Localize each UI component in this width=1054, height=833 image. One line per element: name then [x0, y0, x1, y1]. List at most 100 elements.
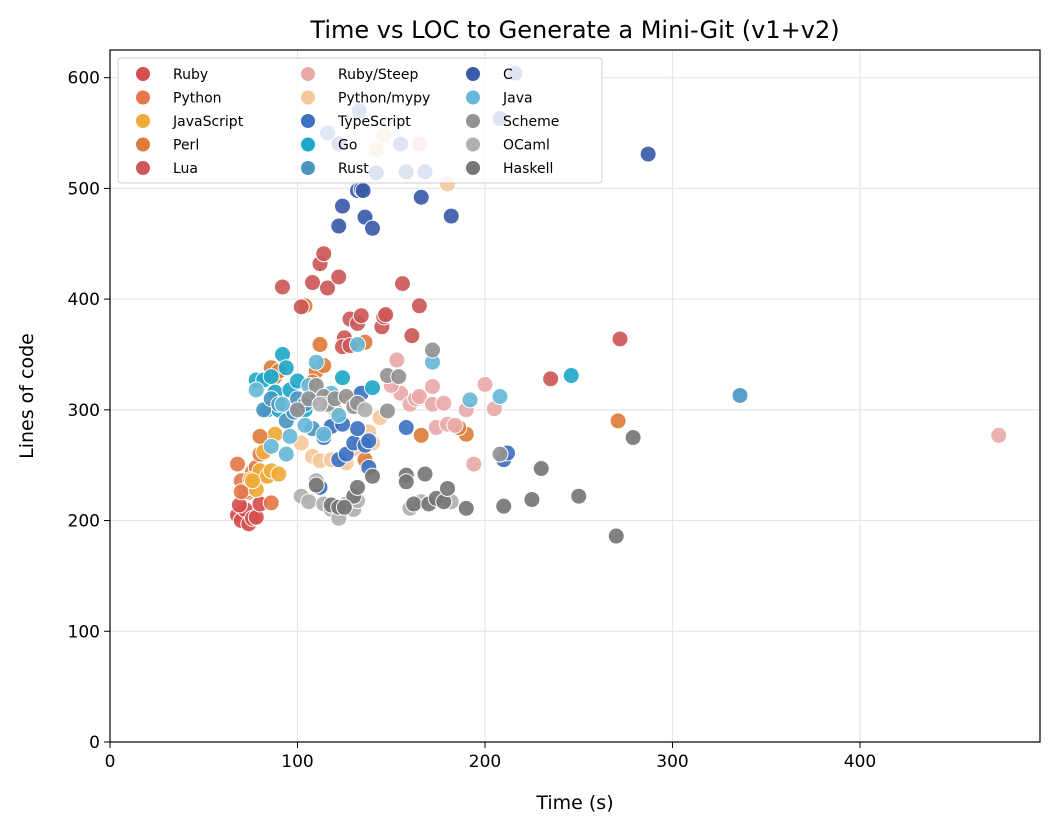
legend-marker [136, 114, 150, 128]
legend-marker [466, 114, 480, 128]
legend-label: Go [338, 138, 357, 154]
legend-marker [136, 161, 150, 175]
legend-label: Haskell [503, 161, 553, 177]
point-typescript [397, 419, 415, 437]
point-lua [315, 245, 333, 263]
point-ocaml [311, 395, 329, 413]
legend-label: Python/mypy [338, 91, 430, 107]
legend-marker [136, 67, 150, 81]
chart-title: Time vs LOC to Generate a Mini-Git (v1+v… [309, 16, 839, 44]
plot-frame [109, 49, 1041, 743]
point-typescript [360, 432, 378, 450]
point-javascript [270, 465, 288, 483]
point-java [296, 416, 314, 434]
legend-label: JavaScript [172, 114, 244, 130]
point-perl [251, 427, 269, 445]
point-haskell [624, 429, 642, 447]
point-java [491, 388, 509, 406]
point-java [262, 437, 280, 455]
point-go [562, 367, 580, 385]
x-axis-label: Time (s) [535, 792, 613, 814]
point-haskell [523, 491, 541, 509]
point-haskell [439, 479, 456, 497]
point-perl [412, 426, 430, 444]
y-tick-label: 100 [68, 622, 100, 642]
legend-label: TypeScript [337, 114, 411, 130]
point-lua [377, 306, 395, 324]
legend-marker [466, 161, 480, 175]
point-ruby-steep [446, 416, 464, 434]
point-lua [403, 327, 421, 345]
point-java [281, 427, 299, 445]
legend-label: Rust [338, 161, 369, 177]
legend-marker [136, 90, 150, 105]
legend-marker [136, 137, 150, 152]
legend-label: Ruby [173, 67, 208, 83]
point-typescript [349, 420, 366, 438]
point-go [364, 379, 381, 397]
point-lua [330, 268, 348, 286]
legend-label: Lua [173, 161, 198, 177]
point-java [247, 381, 265, 399]
legend-label: Python [173, 91, 222, 107]
point-ocaml [356, 401, 374, 419]
legend-label: C [503, 67, 513, 83]
x-tick-label: 300 [656, 752, 688, 772]
point-lua [304, 274, 321, 292]
point-lua [542, 370, 560, 388]
legend-marker [301, 67, 315, 81]
legend-marker [301, 114, 315, 128]
point-haskell [307, 476, 325, 494]
point-go [334, 369, 351, 387]
y-tick-label: 400 [68, 290, 100, 310]
point-c [334, 197, 351, 215]
point-ruby-steep [435, 394, 453, 412]
point-javascript [244, 472, 261, 490]
point-haskell [349, 478, 366, 496]
point-haskell [457, 499, 475, 517]
legend-label: Ruby/Steep [338, 67, 418, 83]
point-haskell [495, 497, 513, 515]
point-lua [319, 279, 336, 297]
point-perl [609, 412, 627, 430]
point-lua [394, 275, 411, 293]
point-python [229, 455, 246, 473]
point-haskell [405, 495, 423, 513]
point-ocaml [300, 493, 318, 511]
legend-label: Java [502, 91, 533, 107]
point-haskell [335, 498, 353, 516]
point-haskell [397, 473, 415, 491]
point-rust [731, 386, 749, 404]
point-scheme [379, 402, 396, 420]
legend-marker [466, 67, 480, 81]
point-scheme [289, 401, 306, 419]
legend-marker [301, 161, 315, 175]
x-tick-label: 400 [844, 752, 876, 772]
point-scheme [491, 445, 509, 463]
legend-label: Scheme [503, 114, 559, 130]
legend-label: Perl [173, 138, 199, 154]
legend-marker [301, 90, 315, 105]
point-perl [311, 336, 329, 354]
x-tick-label: 100 [281, 752, 313, 772]
legend-marker [466, 137, 480, 152]
point-ruby-steep [465, 455, 483, 473]
point-c [330, 217, 348, 235]
point-lua [292, 298, 310, 316]
point-scheme [390, 368, 408, 386]
axis-ticks: 0 100 200 300 400 0 100 200 300 400 500 600 [68, 69, 877, 772]
point-lua [611, 330, 629, 348]
point-ruby-steep [990, 426, 1008, 444]
point-lua [352, 307, 370, 325]
point-java [277, 445, 295, 463]
point-haskell [532, 460, 550, 478]
point-go [277, 359, 295, 377]
point-ruby-steep [424, 378, 441, 396]
y-tick-label: 300 [68, 401, 100, 421]
point-ruby-steep [476, 375, 494, 393]
point-java [461, 391, 479, 409]
point-lua [274, 278, 291, 296]
point-java [307, 353, 325, 371]
point-go [262, 368, 280, 386]
